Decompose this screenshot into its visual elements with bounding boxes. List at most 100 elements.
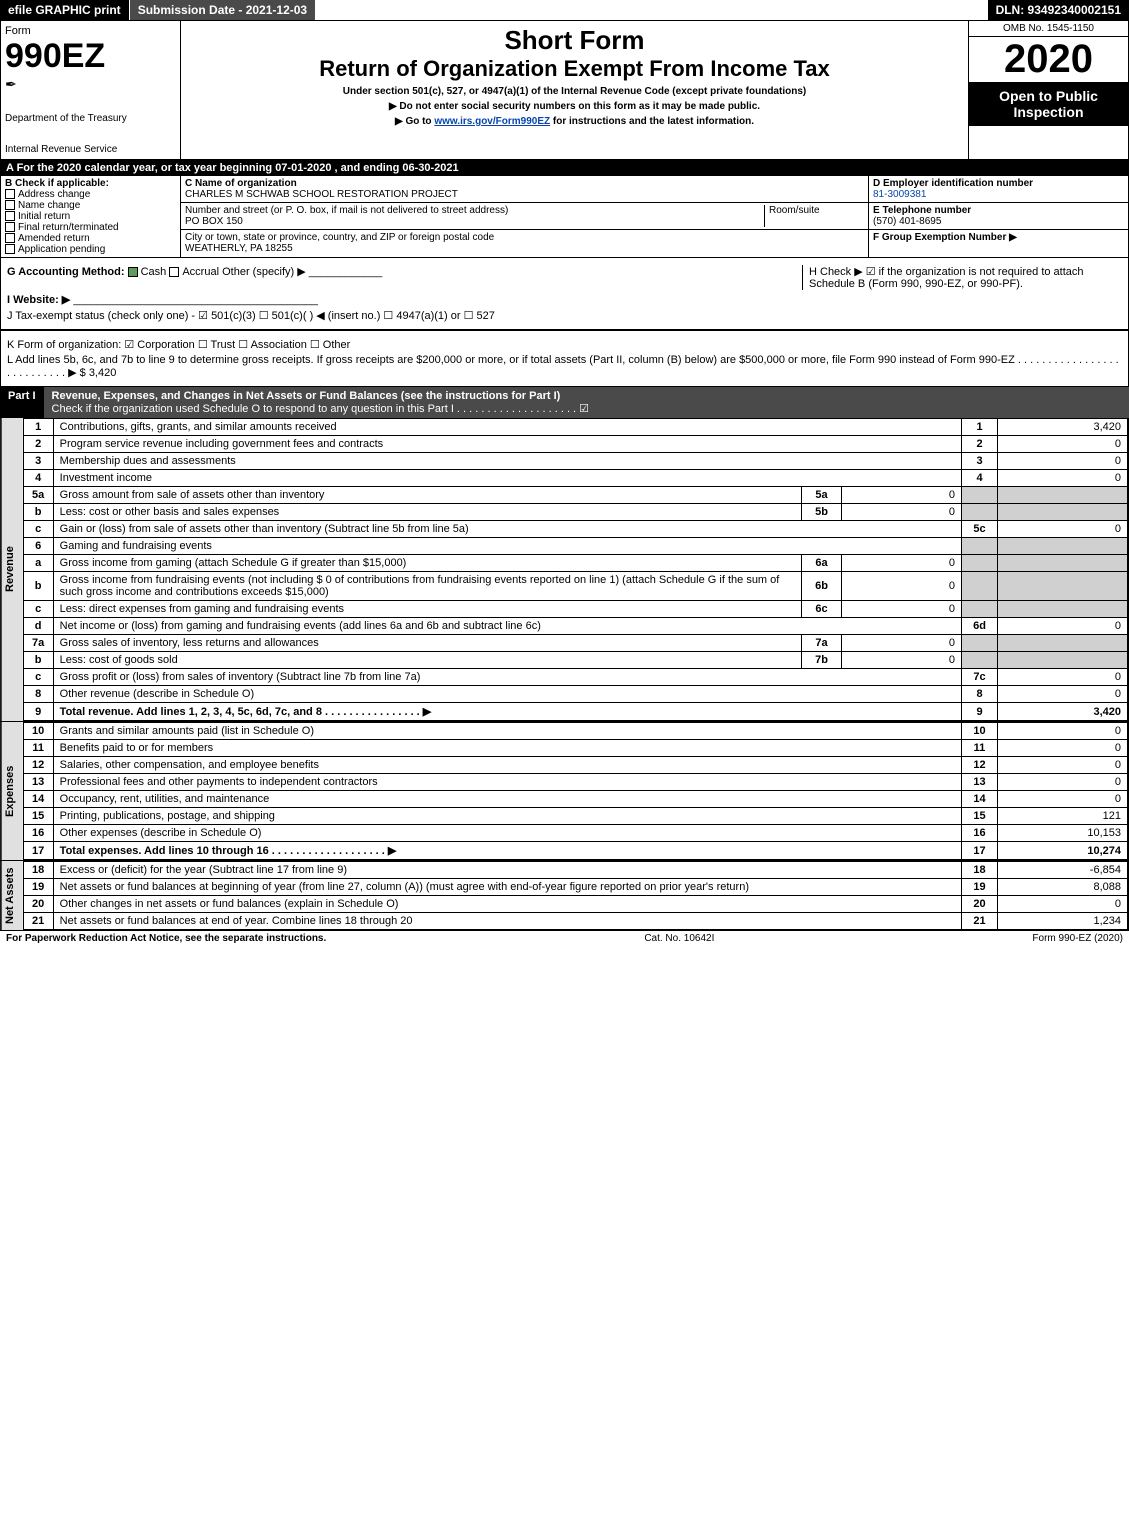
- gray-cell: [962, 652, 998, 669]
- line-desc: Gross sales of inventory, less returns a…: [53, 635, 801, 652]
- checkbox-accrual[interactable]: [169, 267, 179, 277]
- line-ref: 14: [962, 791, 998, 808]
- i-website: I Website: ▶: [7, 294, 70, 306]
- line-number: 17: [23, 842, 53, 860]
- line-number: 3: [23, 453, 53, 470]
- omb: OMB No. 1545-1150: [969, 21, 1128, 37]
- efile-button[interactable]: efile GRAPHIC print: [0, 0, 130, 20]
- line-ref: 11: [962, 740, 998, 757]
- city-label: City or town, state or province, country…: [185, 232, 494, 243]
- subline-label: 6c: [802, 601, 842, 618]
- line-value: 3,420: [998, 703, 1128, 721]
- line-number: c: [23, 521, 53, 538]
- line-desc: Other revenue (describe in Schedule O): [53, 686, 961, 703]
- line-value: 0: [998, 740, 1128, 757]
- table-row: 10Grants and similar amounts paid (list …: [23, 723, 1127, 740]
- title-short-form: Short Form: [185, 25, 964, 56]
- gray-cell: [962, 572, 998, 601]
- part1-title: Revenue, Expenses, and Changes in Net As…: [52, 390, 561, 402]
- c-name-label: C Name of organization: [185, 178, 864, 189]
- line-ref: 17: [962, 842, 998, 860]
- table-row: cGross profit or (loss) from sales of in…: [23, 669, 1127, 686]
- b-label: B Check if applicable:: [5, 178, 176, 189]
- line-value: 0: [998, 774, 1128, 791]
- checkbox-address-change[interactable]: Address change: [5, 189, 176, 200]
- line-desc: Less: cost of goods sold: [53, 652, 801, 669]
- org-name: CHARLES M SCHWAB SCHOOL RESTORATION PROJ…: [185, 189, 864, 200]
- table-row: 1Contributions, gifts, grants, and simil…: [23, 419, 1127, 436]
- line-number: a: [23, 555, 53, 572]
- form-number: 990EZ: [5, 37, 176, 76]
- netassets-section: Net Assets 18Excess or (deficit) for the…: [0, 861, 1129, 931]
- k-form-org: K Form of organization: ☑ Corporation ☐ …: [7, 338, 1122, 351]
- line-value: 10,153: [998, 825, 1128, 842]
- gray-cell: [998, 572, 1128, 601]
- group-exemption: F Group Exemption Number ▶: [873, 232, 1017, 243]
- gray-cell: [998, 555, 1128, 572]
- line-ref: 15: [962, 808, 998, 825]
- gray-cell: [962, 538, 998, 555]
- line-value: 0: [998, 757, 1128, 774]
- checkbox-final-return[interactable]: Final return/terminated: [5, 222, 176, 233]
- netassets-table: 18Excess or (deficit) for the year (Subt…: [23, 861, 1128, 930]
- checkbox-name-change[interactable]: Name change: [5, 200, 176, 211]
- subline-value: 0: [842, 601, 962, 618]
- table-row: 3Membership dues and assessments30: [23, 453, 1127, 470]
- table-row: dNet income or (loss) from gaming and fu…: [23, 618, 1127, 635]
- city: WEATHERLY, PA 18255: [185, 243, 293, 254]
- ein-label: D Employer identification number: [873, 178, 1033, 189]
- checkbox-initial-return[interactable]: Initial return: [5, 211, 176, 222]
- open-public: Open to Public Inspection: [969, 82, 1128, 126]
- line-number: 8: [23, 686, 53, 703]
- line-desc: Net assets or fund balances at end of ye…: [53, 913, 961, 930]
- table-row: 2Program service revenue including gover…: [23, 436, 1127, 453]
- revenue-label: Revenue: [1, 418, 23, 721]
- line-desc: Contributions, gifts, grants, and simila…: [53, 419, 961, 436]
- line-desc: Total revenue. Add lines 1, 2, 3, 4, 5c,…: [53, 703, 961, 721]
- table-row: bGross income from fundraising events (n…: [23, 572, 1127, 601]
- line-desc: Grants and similar amounts paid (list in…: [53, 723, 961, 740]
- line-number: 21: [23, 913, 53, 930]
- netassets-label: Net Assets: [1, 861, 23, 930]
- revenue-section: Revenue 1Contributions, gifts, grants, a…: [0, 418, 1129, 722]
- dept: Department of the Treasury: [5, 113, 176, 124]
- table-row: 11Benefits paid to or for members110: [23, 740, 1127, 757]
- irs-link[interactable]: www.irs.gov/Form990EZ: [434, 116, 550, 127]
- top-bar: efile GRAPHIC print Submission Date - 20…: [0, 0, 1129, 20]
- line-desc: Investment income: [53, 470, 961, 487]
- footer-left: For Paperwork Reduction Act Notice, see …: [6, 933, 326, 944]
- line-number: 14: [23, 791, 53, 808]
- line-ref: 9: [962, 703, 998, 721]
- line-value: -6,854: [998, 862, 1128, 879]
- table-row: 19Net assets or fund balances at beginni…: [23, 879, 1127, 896]
- line-desc: Membership dues and assessments: [53, 453, 961, 470]
- line-ref: 7c: [962, 669, 998, 686]
- line-number: c: [23, 669, 53, 686]
- line-desc: Less: direct expenses from gaming and fu…: [53, 601, 801, 618]
- h-note: H Check ▶ ☑ if the organization is not r…: [802, 265, 1122, 290]
- line-desc: Gross profit or (loss) from sales of inv…: [53, 669, 961, 686]
- dln: DLN: 93492340002151: [988, 0, 1129, 20]
- table-row: 5aGross amount from sale of assets other…: [23, 487, 1127, 504]
- checkbox-amended[interactable]: Amended return: [5, 233, 176, 244]
- subline-value: 0: [842, 487, 962, 504]
- checkbox-pending[interactable]: Application pending: [5, 244, 176, 255]
- ein: 81-3009381: [873, 189, 926, 200]
- table-row: 14Occupancy, rent, utilities, and mainte…: [23, 791, 1127, 808]
- checkbox-cash[interactable]: [128, 267, 138, 277]
- table-row: 21Net assets or fund balances at end of …: [23, 913, 1127, 930]
- table-row: 9Total revenue. Add lines 1, 2, 3, 4, 5c…: [23, 703, 1127, 721]
- line-ref: 1: [962, 419, 998, 436]
- gray-cell: [998, 601, 1128, 618]
- table-row: 20Other changes in net assets or fund ba…: [23, 896, 1127, 913]
- subtitle: Under section 501(c), 527, or 4947(a)(1)…: [185, 86, 964, 97]
- subline-value: 0: [842, 572, 962, 601]
- line-ref: 16: [962, 825, 998, 842]
- table-row: 16Other expenses (describe in Schedule O…: [23, 825, 1127, 842]
- line-value: 0: [998, 896, 1128, 913]
- part1-check: Check if the organization used Schedule …: [52, 403, 590, 415]
- line-desc: Excess or (deficit) for the year (Subtra…: [53, 862, 961, 879]
- footer-form: Form 990-EZ (2020): [1032, 933, 1123, 944]
- line-number: 7a: [23, 635, 53, 652]
- gray-cell: [998, 652, 1128, 669]
